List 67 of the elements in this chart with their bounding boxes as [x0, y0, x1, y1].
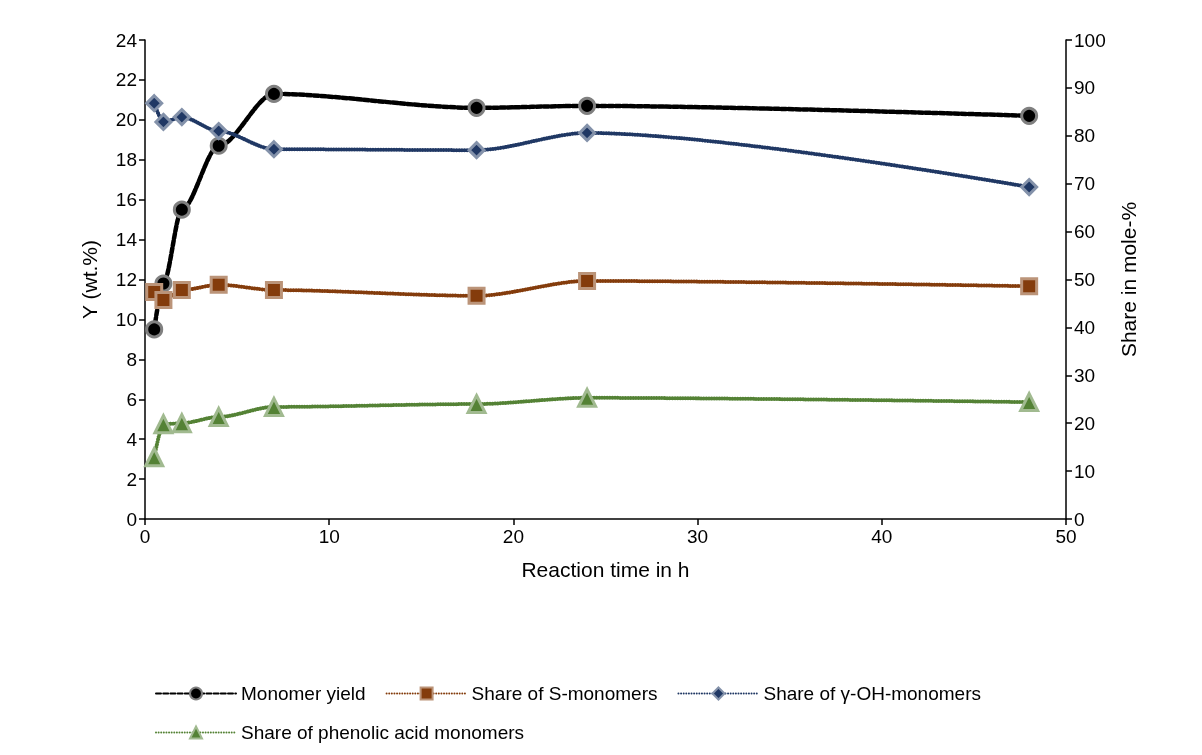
y-tick-label: 18 — [115, 149, 137, 171]
point — [172, 281, 191, 300]
point — [144, 447, 165, 468]
y-tick-label: 24 — [115, 29, 138, 51]
point — [467, 141, 486, 160]
point — [208, 406, 229, 427]
point — [172, 108, 191, 127]
x-tick-label: 0 — [139, 526, 151, 547]
point — [466, 394, 487, 415]
point — [1020, 106, 1039, 125]
point — [209, 275, 228, 294]
y-tick-label: 8 — [126, 348, 137, 370]
point — [209, 122, 228, 141]
legend-label: Share of phenolic acid monomers — [241, 722, 525, 743]
point — [154, 112, 173, 131]
point — [1020, 277, 1039, 296]
y-tick-label: 16 — [115, 189, 137, 211]
point — [577, 387, 598, 408]
point — [467, 286, 486, 305]
point — [209, 136, 228, 155]
y2-tick-label: 0 — [1074, 508, 1085, 530]
point — [578, 271, 597, 290]
y2-tick-label: 50 — [1074, 269, 1096, 290]
x-tick-label: 30 — [687, 526, 709, 547]
y-tick-label: 12 — [115, 269, 137, 290]
point — [264, 140, 283, 159]
legend-label: Share of γ-OH-monomers — [763, 683, 981, 704]
x-axis-title: Reaction time in h — [521, 558, 690, 581]
legend-label: Share of S-monomers — [471, 683, 658, 704]
point — [172, 200, 191, 219]
y-tick-label: 10 — [115, 308, 137, 330]
y-tick-label: 20 — [115, 109, 137, 131]
y-tick-label: 0 — [126, 508, 137, 530]
point — [263, 396, 284, 417]
point — [145, 320, 164, 339]
point — [1020, 178, 1039, 197]
point — [467, 98, 486, 117]
point — [145, 94, 164, 113]
y2-tick-label: 100 — [1074, 29, 1106, 51]
point — [578, 123, 597, 142]
y-tick-label: 2 — [126, 468, 137, 490]
point — [171, 413, 192, 434]
point — [153, 414, 174, 435]
y2-tick-label: 10 — [1074, 460, 1096, 482]
legend-label: Monomer yield — [241, 683, 366, 704]
y2-tick-label: 80 — [1074, 125, 1096, 147]
y2-tick-label: 60 — [1074, 221, 1096, 243]
y2-axis-title: Share in mole-% — [1117, 201, 1140, 358]
x-tick-label: 40 — [871, 526, 893, 547]
point — [264, 281, 283, 300]
x-tick-label: 50 — [1055, 526, 1077, 547]
y2-tick-label: 30 — [1074, 364, 1096, 386]
point — [1019, 392, 1040, 413]
y-tick-label: 14 — [115, 229, 138, 251]
y-tick-label: 4 — [126, 428, 138, 450]
y2-tick-label: 20 — [1074, 412, 1096, 434]
y-tick-label: 22 — [115, 69, 137, 91]
y2-tick-label: 70 — [1074, 173, 1096, 195]
y-axis-title: Y (wt.%) — [78, 240, 101, 319]
point — [264, 84, 283, 103]
y2-tick-label: 40 — [1074, 316, 1096, 338]
x-tick-label: 20 — [502, 526, 524, 547]
x-tick-label: 10 — [318, 526, 340, 547]
y-tick-label: 6 — [126, 388, 137, 410]
point — [154, 291, 173, 310]
y2-tick-label: 90 — [1074, 77, 1096, 99]
point — [578, 96, 597, 115]
